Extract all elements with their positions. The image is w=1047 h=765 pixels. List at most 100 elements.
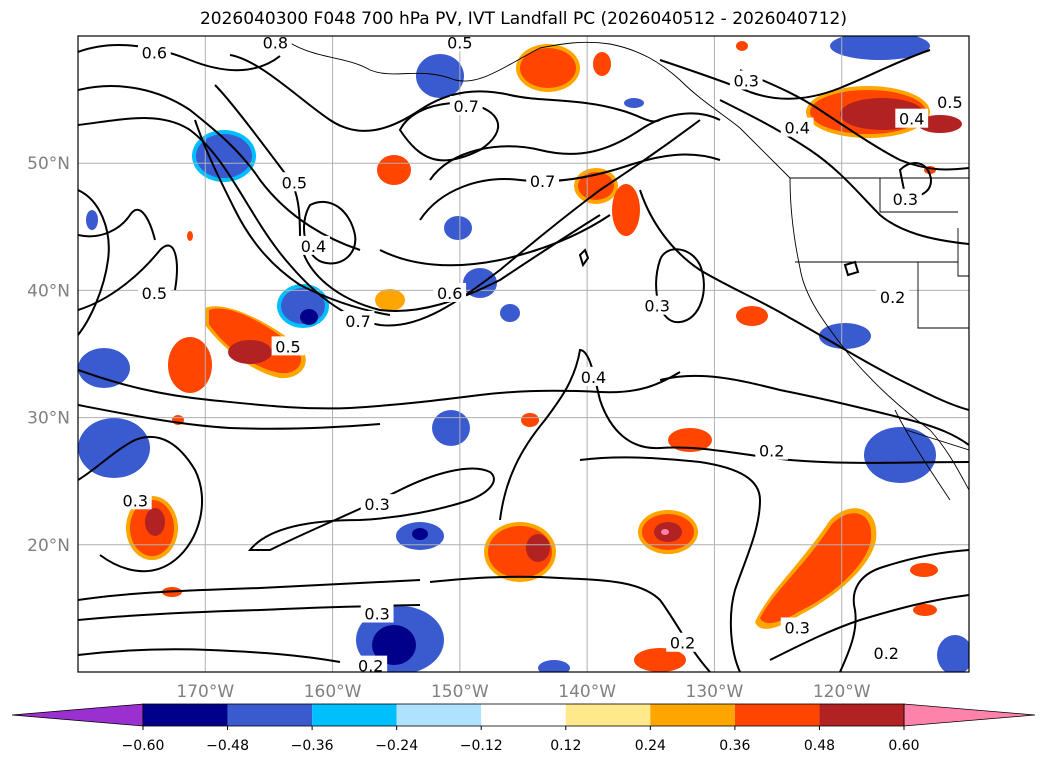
contour-label: 0.5 (142, 284, 167, 303)
pv-negative-region (300, 309, 318, 325)
contour-label: 0.5 (447, 33, 472, 52)
contour-label-bg (118, 490, 152, 510)
contour-line (229, 54, 661, 132)
contour-line (639, 189, 969, 411)
contour-label: 0.3 (123, 491, 148, 510)
colorbar-segment (481, 704, 566, 726)
contour-line (419, 153, 721, 221)
lon-tick-label: 130°W (686, 682, 744, 702)
contour-label-bg (360, 603, 394, 623)
contour-label-bg (666, 632, 700, 652)
colorbar-tick-label: −0.48 (206, 738, 249, 754)
contour-label: 0.3 (784, 618, 809, 637)
colorbar-tick-label: 0.48 (804, 738, 835, 754)
pv-fill-layer (78, 36, 969, 672)
contour-line (78, 435, 203, 573)
pv-positive-region (377, 155, 411, 185)
contour-label: 0.5 (282, 173, 307, 192)
colorbar-segment (734, 704, 820, 726)
contour-line (379, 214, 611, 267)
contour-line (769, 594, 969, 661)
pv-positive-region (145, 508, 165, 536)
contour-label: 0.2 (874, 644, 899, 663)
colorbar-segment (312, 704, 397, 726)
contour-line (78, 579, 421, 601)
pv-negative-region (538, 660, 570, 672)
colorbar-tick-label: −0.60 (122, 738, 165, 754)
contour-label-bg (780, 117, 814, 137)
contour-line (839, 549, 969, 672)
contour-label: 0.4 (784, 119, 809, 138)
contour-label-bg (271, 336, 305, 356)
coastline-north-america (789, 177, 969, 491)
contour-line (398, 102, 500, 162)
contour-line (78, 369, 681, 410)
contour-line (579, 456, 762, 672)
pv-positive-region (760, 513, 872, 624)
contour-line (78, 44, 281, 72)
contour-label-bg (137, 42, 171, 62)
contour-line (78, 85, 361, 251)
pv-negative-region (937, 635, 969, 672)
pv-positive-region (168, 337, 212, 393)
contour-line (78, 244, 178, 311)
pv-positive-region (520, 48, 576, 88)
contour-label: 0.8 (263, 33, 288, 52)
pv-positive-region (634, 648, 686, 672)
contour-label-bg (433, 282, 467, 302)
contour-label: 0.4 (581, 368, 606, 387)
pv-negative-region (624, 98, 644, 108)
contour-label-bg (876, 286, 910, 306)
colorbar-tick-label: −0.12 (460, 738, 503, 754)
contour-label-bg (888, 188, 922, 208)
pv-positive-region (736, 41, 748, 51)
lon-tick-label: 160°W (304, 682, 362, 702)
gridlines (78, 36, 969, 672)
contour-label: 0.6 (437, 284, 462, 303)
lon-tick-label: 150°W (431, 682, 489, 702)
contour-label-bg (526, 171, 559, 191)
colorbar-extend-min (11, 703, 144, 727)
colorbar-tick-label: −0.36 (291, 738, 334, 754)
contour-label-bg (933, 92, 967, 112)
pv-negative-region (444, 216, 472, 240)
pv-positive-region (593, 52, 611, 76)
contour-line (739, 69, 969, 171)
pv-negative-region (78, 418, 150, 478)
pv-positive-region (187, 231, 193, 241)
pv-positive-region (668, 428, 712, 452)
lon-tick-label: 170°W (176, 682, 234, 702)
contour-label-bg (297, 235, 330, 255)
contour-line (429, 112, 721, 181)
lat-tick-label: 50°N (27, 154, 70, 174)
pv-positive-region (521, 413, 539, 427)
pv-positive-region (918, 115, 962, 133)
map-frame (77, 35, 970, 673)
contour-label: 0.6 (142, 44, 167, 63)
contour-label-bg (137, 282, 171, 302)
contour-label-bg (360, 494, 394, 514)
colorbar-segment (396, 704, 482, 726)
colorbar-segment (143, 704, 228, 726)
contour-label: 0.4 (899, 110, 924, 129)
contour-line (429, 575, 711, 672)
contour-label-bg (755, 440, 789, 460)
contour-label: 0.4 (301, 237, 326, 256)
contour-labels: 0.6 0.8 0.5 0.7 0.3 0.5 0.4 0.4 0.7 0.5 0.3 0.4 0.6 0… (118, 32, 967, 676)
contour-label-bg (443, 32, 477, 52)
contour-line (659, 49, 931, 100)
pv-negative-region (864, 427, 936, 483)
contour-line (843, 260, 860, 277)
contour-line (78, 404, 381, 430)
contour-label-bg (640, 295, 674, 315)
colorbar-extend-max (903, 703, 1036, 727)
pv-positive-region (736, 306, 768, 326)
contour-line (719, 99, 969, 245)
pv-positive-region (228, 340, 272, 364)
lon-tick-label: 120°W (813, 682, 871, 702)
contour-label-bg (729, 70, 763, 90)
pv-negative-region (432, 410, 470, 446)
lat-tick-label: 30°N (27, 409, 70, 429)
coastline-baja (894, 409, 951, 501)
contour-line (499, 348, 969, 521)
